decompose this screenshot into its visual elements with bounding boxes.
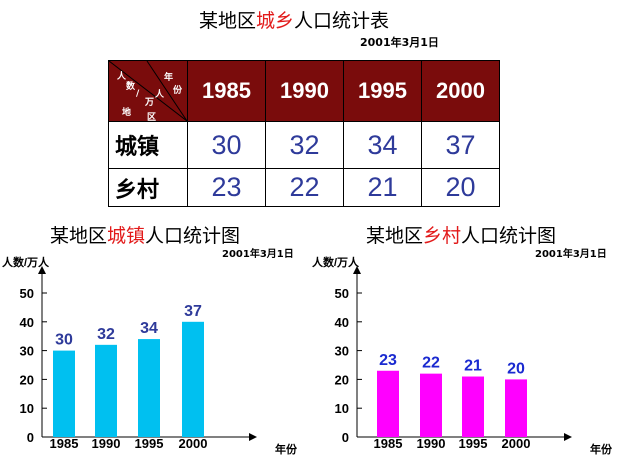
corner-people-5: 人 [155, 90, 165, 100]
table-cell: 20 [421, 168, 500, 207]
corner-people-1: 人 [117, 72, 127, 82]
urban-chart-title-suffix: 人口统计图 [145, 225, 241, 247]
y-tick-label: 0 [342, 430, 349, 445]
table-header-row: 人 数 / 万 人 年 份 地 区 1985 1990 1995 2000 [108, 60, 500, 123]
corner-region-1: 地 [122, 108, 132, 118]
rural-chart-title-prefix: 某地区 [366, 225, 424, 247]
bar [420, 373, 442, 437]
data-label: 23 [379, 352, 397, 369]
table-title-prefix: 某地区 [199, 10, 257, 32]
data-label: 20 [507, 360, 525, 377]
urban-chart-title-highlight: 城镇 [107, 225, 146, 247]
corner-year-1: 年 [164, 73, 174, 83]
table-cell: 22 [265, 168, 344, 207]
y-tick-label: 20 [335, 372, 349, 387]
data-label: 21 [464, 358, 482, 375]
y-axis-label: 人数/万人 [312, 255, 360, 269]
header-year: 1990 [265, 60, 344, 122]
data-label: 22 [422, 355, 440, 372]
bar [505, 379, 527, 437]
x-axis-arrow [564, 433, 572, 441]
data-label: 30 [55, 332, 73, 349]
table-corner-cell: 人 数 / 万 人 年 份 地 区 [108, 60, 188, 123]
x-tick-label: 1990 [92, 436, 121, 451]
x-axis-label: 年份 [275, 442, 298, 456]
x-tick-label: 1985 [374, 436, 403, 451]
row-label: 城镇 [108, 121, 188, 169]
urban-population-chart: 人数/万人 0 10 20 30 40 50 年份 30 1985 32 1990 34 1995 37 20… [2, 255, 298, 456]
y-tick-label: 30 [335, 344, 349, 359]
rural-chart-title-suffix: 人口统计图 [461, 225, 557, 247]
corner-people-2: 数 [126, 82, 136, 92]
urban-chart-title: 某地区城镇人口统计图 [50, 221, 240, 248]
y-axis-label: 人数/万人 [2, 255, 50, 269]
table-cell: 34 [343, 121, 422, 169]
table-title-highlight: 城乡 [256, 10, 295, 32]
corner-people-3: / [136, 89, 140, 99]
y-tick-label: 20 [20, 372, 34, 387]
y-tick-label: 40 [335, 315, 349, 330]
population-table: 人 数 / 万 人 年 份 地 区 1985 1990 1995 2000 城镇… [108, 60, 500, 207]
bar [182, 321, 204, 437]
bar [53, 350, 75, 437]
bar [95, 344, 117, 437]
bar [138, 339, 160, 437]
y-tick-label: 10 [20, 401, 34, 416]
corner-people-4: 万 [145, 98, 155, 108]
table-row-urban: 城镇 30 32 34 37 [108, 121, 500, 169]
x-tick-label: 2000 [502, 436, 531, 451]
table-title: 某地区城乡人口统计表 [199, 6, 389, 33]
rural-chart-title: 某地区乡村人口统计图 [366, 221, 556, 248]
x-tick-label: 2000 [179, 436, 208, 451]
table-date: 2001年3月1日 [360, 36, 439, 49]
bar [377, 370, 399, 437]
y-tick-label: 40 [20, 315, 34, 330]
table-cell: 30 [187, 121, 266, 169]
y-tick-label: 0 [27, 430, 34, 445]
x-axis-label: 年份 [590, 442, 613, 456]
y-tick-label: 50 [335, 286, 349, 301]
urban-chart-date: 2001年3月1日 [222, 249, 294, 260]
corner-region-2: 区 [147, 113, 157, 123]
corner-diagonals [109, 61, 187, 121]
table-cell: 21 [343, 168, 422, 207]
rural-chart-title-highlight: 乡村 [423, 225, 462, 247]
rural-population-chart: 人数/万人 0 10 20 30 40 50 年份 23 1985 22 1990 21 1995 20 20… [312, 255, 613, 456]
data-label: 37 [184, 303, 202, 320]
table-cell: 32 [265, 121, 344, 169]
header-year: 1985 [187, 60, 266, 122]
bar [462, 376, 484, 437]
y-axis-arrow [38, 266, 46, 274]
row-label: 乡村 [108, 168, 188, 207]
y-axis-arrow [353, 266, 361, 274]
x-axis-arrow [249, 433, 257, 441]
y-tick-label: 10 [335, 401, 349, 416]
header-year: 1995 [343, 60, 422, 122]
y-tick-label: 30 [20, 344, 34, 359]
table-row-rural: 乡村 23 22 21 20 [108, 168, 500, 207]
urban-chart-title-prefix: 某地区 [50, 225, 108, 247]
data-label: 34 [140, 320, 158, 337]
table-cell: 37 [421, 121, 500, 169]
y-tick-label: 50 [20, 286, 34, 301]
header-year: 2000 [421, 60, 500, 122]
corner-year-2: 份 [173, 86, 183, 96]
x-tick-label: 1990 [417, 436, 446, 451]
x-tick-label: 1985 [50, 436, 79, 451]
rural-chart-date: 2001年3月1日 [535, 249, 607, 260]
x-tick-label: 1995 [135, 436, 164, 451]
x-tick-label: 1995 [459, 436, 488, 451]
table-cell: 23 [187, 168, 266, 207]
data-label: 32 [97, 326, 115, 343]
table-title-suffix: 人口统计表 [294, 10, 390, 32]
